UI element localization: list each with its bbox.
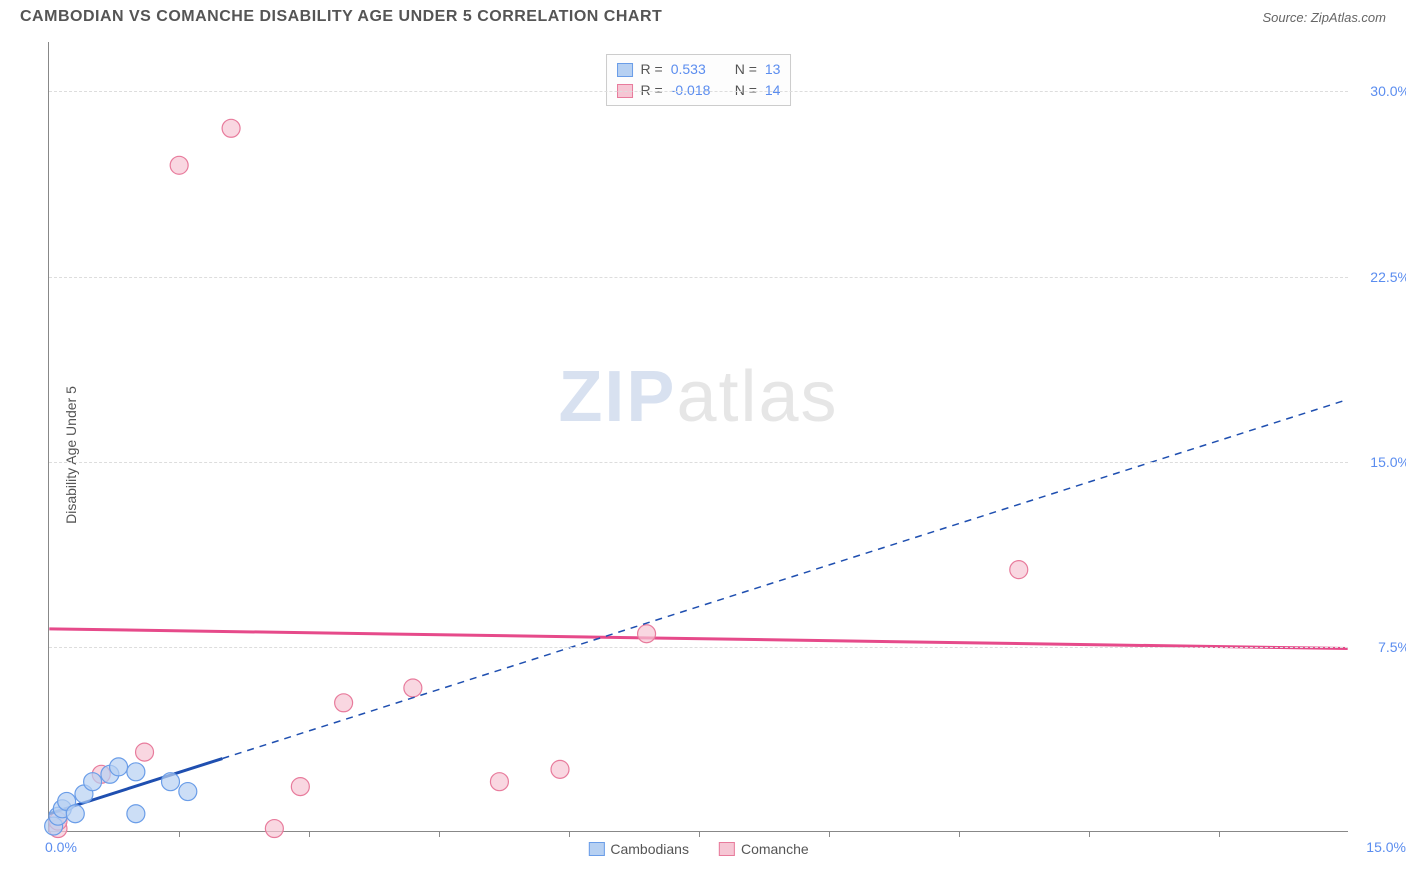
y-tick-label: 30.0% [1355,83,1406,99]
y-tick-label: 7.5% [1355,639,1406,655]
gridline-h [49,647,1348,648]
data-point-comanche [222,119,240,137]
x-tick-min: 0.0% [45,839,77,855]
gridline-h [49,462,1348,463]
series-legend: Cambodians Comanche [588,841,808,857]
data-point-cambodians [127,805,145,823]
x-tick [569,831,570,837]
data-point-comanche [490,773,508,791]
chart-title: CAMBODIAN VS COMANCHE DISABILITY AGE UND… [20,8,662,26]
data-point-cambodians [162,773,180,791]
x-tick [829,831,830,837]
legend-row-cambodians: R = 0.533 N = 13 [617,59,781,80]
data-point-cambodians [84,773,102,791]
data-point-comanche [1010,561,1028,579]
legend-item-comanche: Comanche [719,841,809,857]
n-prefix: N = [735,59,757,80]
swatch-comanche-icon [719,842,735,856]
swatch-cambodians-icon [617,63,633,77]
r-prefix: R = [641,59,663,80]
chart-area: Disability Age Under 5 ZIPatlas R = 0.53… [0,30,1406,880]
data-point-comanche [551,760,569,778]
data-point-comanche [170,156,188,174]
plot-region: ZIPatlas R = 0.533 N = 13 R = -0.018 N =… [48,42,1348,832]
data-point-comanche [335,694,353,712]
regression-line-dashed-cambodians [222,400,1347,759]
legend-label-comanche: Comanche [741,841,809,857]
x-tick [1089,831,1090,837]
y-tick-label: 22.5% [1355,269,1406,285]
swatch-cambodians-icon [588,842,604,856]
r-value-cambodians: 0.533 [671,59,721,80]
data-point-comanche [136,743,154,761]
source-name: ZipAtlas.com [1311,10,1386,25]
x-tick [699,831,700,837]
x-tick [309,831,310,837]
data-point-comanche [291,778,309,796]
x-tick-max: 15.0% [1366,839,1406,855]
x-tick [439,831,440,837]
data-point-cambodians [110,758,128,776]
data-point-comanche [638,625,656,643]
data-point-comanche [265,820,283,838]
gridline-h [49,277,1348,278]
gridline-h [49,91,1348,92]
y-tick-label: 15.0% [1355,454,1406,470]
data-point-cambodians [127,763,145,781]
x-tick [179,831,180,837]
data-point-cambodians [66,805,84,823]
regression-line-comanche [49,629,1347,649]
legend-item-cambodians: Cambodians [588,841,689,857]
data-point-cambodians [179,783,197,801]
correlation-legend: R = 0.533 N = 13 R = -0.018 N = 14 [606,54,792,106]
legend-label-cambodians: Cambodians [610,841,689,857]
x-tick [959,831,960,837]
x-tick [1219,831,1220,837]
source-attribution: Source: ZipAtlas.com [1262,10,1386,25]
source-prefix: Source: [1262,10,1310,25]
data-point-comanche [404,679,422,697]
chart-svg [49,42,1348,831]
n-value-cambodians: 13 [765,59,781,80]
